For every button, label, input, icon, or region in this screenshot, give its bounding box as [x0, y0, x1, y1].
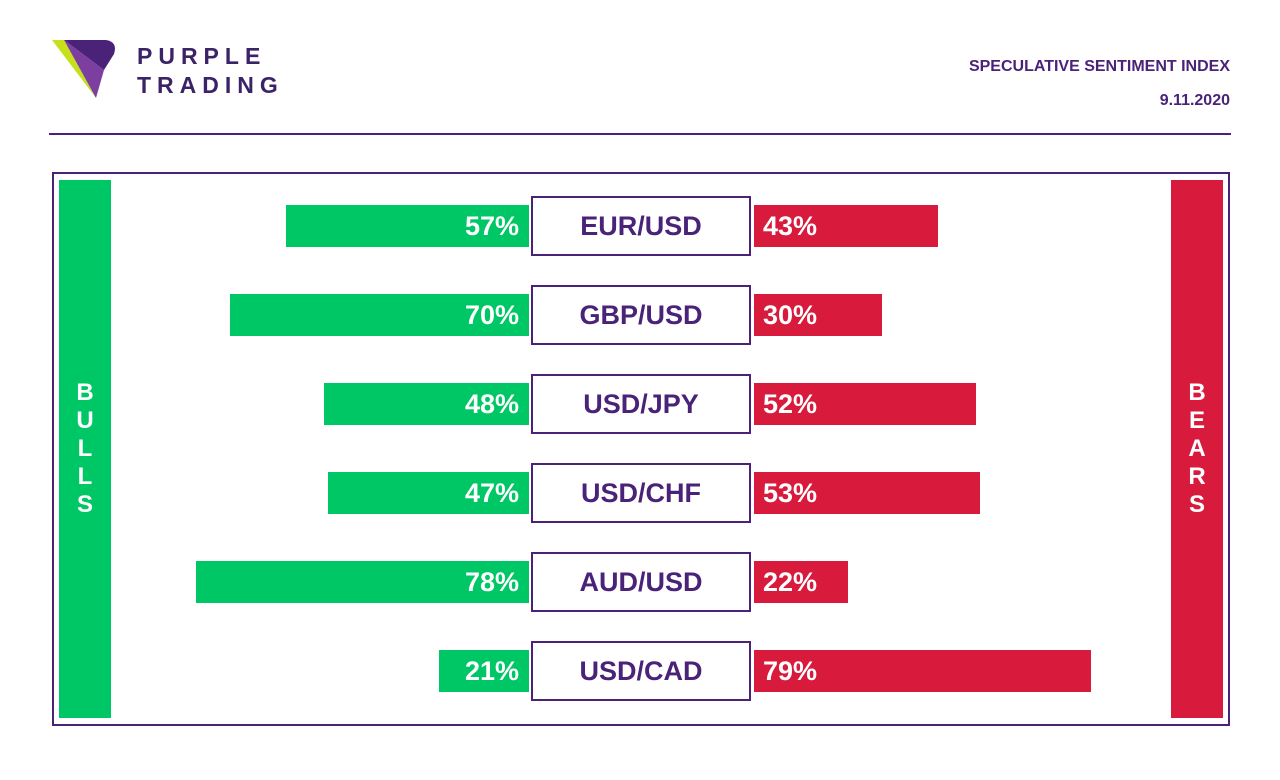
bull-bar [328, 472, 529, 514]
chart-title: SPECULATIVE SENTIMENT INDEX [968, 58, 1230, 75]
bear-bar [754, 650, 1092, 692]
side-label-letter: E [1188, 407, 1205, 434]
chart-date: 9.11.2020 [1159, 92, 1230, 109]
side-label-letter: R [1188, 463, 1206, 490]
currency-pair-label: AUD/USD [531, 552, 751, 612]
bull-bar [324, 383, 529, 425]
bear-bar [754, 205, 938, 247]
brand-logo-icon [52, 40, 122, 98]
brand-line-1: PURPLE [137, 43, 267, 69]
bear-bar [754, 472, 981, 514]
brand-line-2: TRADING [137, 72, 284, 98]
bear-bar [754, 383, 977, 425]
bull-bar [285, 205, 529, 247]
currency-pair-label: EUR/USD [531, 196, 751, 256]
side-label-letter: B [76, 379, 94, 406]
currency-pair-label: USD/CAD [531, 641, 751, 701]
bull-value-label: 47% [464, 478, 519, 508]
side-label-letter: L [77, 435, 93, 462]
bear-value-label: 22% [763, 567, 818, 597]
bear-value-label: 79% [763, 656, 818, 686]
bull-value-label: 21% [464, 656, 519, 686]
side-label-letter: A [1188, 435, 1206, 462]
bull-bar [439, 650, 529, 692]
side-label-letter: S [1188, 491, 1205, 518]
bear-value-label: 53% [763, 478, 818, 508]
side-label-letter: B [1188, 379, 1206, 406]
bull-value-label: 48% [464, 389, 519, 419]
currency-pair-label: USD/CHF [531, 463, 751, 523]
bull-bar [230, 294, 529, 336]
header-divider [49, 133, 1231, 135]
bear-value-label: 52% [763, 389, 818, 419]
brand-name: PURPLE TRADING [137, 42, 284, 100]
bull-bar [195, 561, 529, 603]
chart-frame [52, 172, 1230, 726]
bear-bar [754, 294, 883, 336]
side-label-letter: S [76, 491, 93, 518]
bear-bar [754, 561, 848, 603]
bull-value-label: 57% [464, 211, 519, 241]
side-label-letter: L [77, 463, 93, 490]
bear-value-label: 30% [763, 300, 818, 330]
bull-value-label: 78% [464, 567, 519, 597]
bear-value-label: 43% [763, 211, 818, 241]
currency-pair-label: USD/JPY [531, 374, 751, 434]
currency-pair-label: GBP/USD [531, 285, 751, 345]
bull-value-label: 70% [464, 300, 519, 330]
side-label-letter: U [76, 407, 94, 434]
